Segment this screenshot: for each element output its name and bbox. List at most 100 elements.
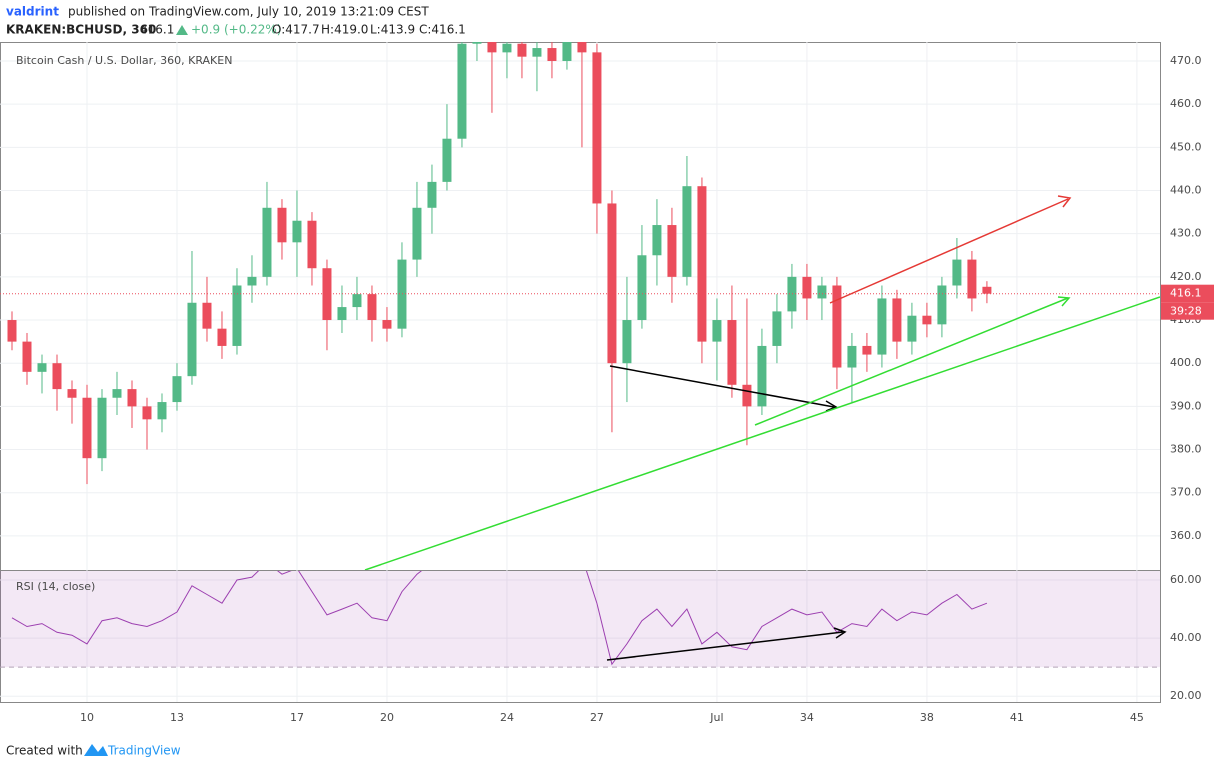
last-price: 416.1: [140, 23, 174, 37]
candle-body: [412, 207, 422, 260]
candle-body: [127, 389, 137, 407]
candle-body: [157, 402, 167, 420]
candle-body: [727, 320, 737, 385]
author: valdrint: [6, 5, 59, 19]
candle-body: [742, 384, 752, 407]
x-tick-label: 10: [80, 711, 94, 724]
candle-body: [247, 276, 257, 286]
candle-body: [877, 298, 887, 355]
x-tick-label: 38: [920, 711, 934, 724]
candle-body: [172, 376, 182, 403]
footer-brand: TradingView: [107, 744, 181, 758]
x-tick-label: 17: [290, 711, 304, 724]
candle-body: [382, 320, 392, 329]
candle-body: [982, 286, 992, 294]
candle-body: [862, 345, 872, 355]
y-tick-label: 420.0: [1170, 270, 1202, 283]
candle-body: [967, 259, 977, 299]
published: published on TradingView.com, July 10, 2…: [68, 5, 429, 19]
x-tick-label: Jul: [709, 711, 723, 724]
candle-body: [907, 315, 917, 342]
countdown-label: 39:28: [1170, 305, 1202, 318]
candle-body: [922, 315, 932, 325]
candle-body: [592, 52, 602, 204]
y-tick-label: 400.0: [1170, 356, 1202, 369]
candle-body: [832, 285, 842, 368]
candle-body: [787, 276, 797, 312]
x-tick-label: 27: [590, 711, 604, 724]
candle-body: [577, 42, 587, 53]
x-tick-label: 45: [1130, 711, 1144, 724]
arrow-head: [833, 627, 847, 639]
candle-body: [427, 181, 437, 208]
candle-body: [7, 320, 17, 342]
y-tick-label: 460.0: [1170, 97, 1202, 110]
candle-body: [892, 298, 902, 342]
trend-line: [829, 198, 1069, 304]
tv-logo: [84, 744, 108, 756]
x-tick-label: 41: [1010, 711, 1024, 724]
y-tick-label: 470.0: [1170, 54, 1202, 67]
candle-body: [337, 307, 347, 321]
candle-body: [847, 345, 857, 368]
symbol: KRAKEN:BCHUSD, 360: [6, 23, 156, 37]
candle-body: [307, 220, 317, 269]
x-tick-label: 20: [380, 711, 394, 724]
candle-body: [952, 259, 962, 286]
drawings: [364, 195, 1160, 570]
arrow-head: [825, 400, 838, 412]
candle-body: [472, 42, 482, 44]
candle-body: [652, 225, 662, 256]
y-tick-label: 440.0: [1170, 184, 1202, 197]
candle-body: [532, 48, 542, 57]
x-tick-label: 13: [170, 711, 184, 724]
candle-body: [457, 43, 467, 139]
candle-body: [502, 43, 512, 53]
x-tick-label: 34: [800, 711, 814, 724]
candle-body: [67, 389, 77, 398]
candle-body: [772, 311, 782, 346]
candle-body: [277, 207, 287, 243]
rsi-line: [11, 571, 988, 666]
x-tick-label: 24: [500, 711, 514, 724]
candle-body: [22, 341, 32, 372]
candle-body: [487, 42, 497, 53]
candle-body: [562, 42, 572, 61]
arrow-head: [1057, 296, 1071, 307]
rsi-legend: RSI (14, close): [16, 580, 95, 593]
candle-body: [142, 406, 152, 420]
candle-body: [712, 320, 722, 342]
trend-line: [606, 631, 844, 661]
candle-body: [232, 285, 242, 346]
legend-title: Bitcoin Cash / U.S. Dollar, 360, KRAKEN: [16, 54, 232, 67]
candle-body: [397, 259, 407, 329]
y-tick-label: 370.0: [1170, 486, 1202, 499]
y-tick-label: 360.0: [1170, 529, 1202, 542]
candle-body: [667, 225, 677, 277]
rsi-tick-label: 60.00: [1170, 573, 1202, 586]
rsi-tick-label: 40.00: [1170, 631, 1202, 644]
candle-body: [682, 186, 692, 277]
ohlc-close: C:416.1: [419, 23, 466, 37]
ohlc-low: L:413.9: [370, 23, 415, 37]
countdown-tag: [1161, 302, 1214, 320]
candle-body: [607, 203, 617, 364]
arrow-head: [1057, 195, 1072, 208]
rsi-tick-label: 20.00: [1170, 689, 1202, 702]
candle-body: [937, 285, 947, 325]
candle-body: [802, 276, 812, 299]
candle-body: [217, 328, 227, 346]
candle-body: [202, 302, 212, 329]
candle-body: [817, 285, 827, 299]
y-tick-label: 450.0: [1170, 140, 1202, 153]
candle-body: [97, 397, 107, 459]
ohlc-open: O:417.7: [272, 23, 320, 37]
footer-created: Created with: [6, 744, 83, 758]
candle-body: [622, 320, 632, 364]
candle-body: [442, 138, 452, 182]
trend-line: [754, 297, 1069, 426]
candle-body: [187, 302, 197, 377]
price-tag-label: 416.1: [1170, 287, 1202, 300]
up-arrow: [176, 25, 188, 35]
